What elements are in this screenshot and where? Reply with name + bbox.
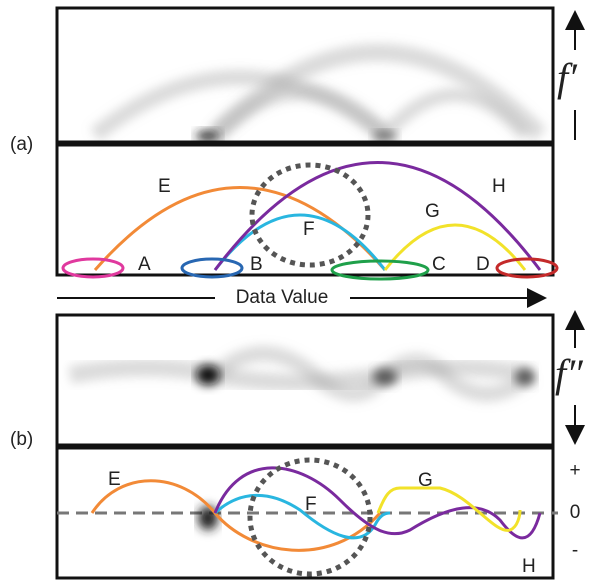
arc-label: F: [305, 494, 317, 515]
density-a: [90, 43, 547, 142]
arc-label: E: [158, 176, 171, 197]
panel-label: (a): [10, 134, 33, 155]
point-label: C: [432, 254, 446, 275]
panel-box: [55, 313, 555, 447]
x-axis-label: Data Value: [236, 287, 329, 308]
point-label: B: [250, 254, 263, 275]
point-label: D: [476, 254, 490, 275]
point-label: A: [138, 254, 151, 275]
arc-label: H: [492, 176, 506, 197]
arc-label: F: [303, 219, 315, 240]
density-b: [68, 345, 536, 402]
panel-label: (b): [10, 429, 33, 450]
axis-label: f″: [555, 351, 584, 396]
curves-b: [90, 457, 542, 577]
panel-box: [55, 143, 555, 277]
sign-label: -: [572, 540, 578, 561]
axis-label: f′: [557, 55, 578, 100]
sign-label: +: [569, 460, 580, 481]
panel-box: [55, 6, 555, 144]
arc-label: G: [418, 470, 433, 491]
arc-label: E: [108, 469, 121, 490]
arc-label: H: [522, 556, 536, 577]
sign-label: 0: [570, 502, 581, 523]
arcs-a: [61, 161, 559, 281]
arc-label: G: [425, 201, 440, 222]
